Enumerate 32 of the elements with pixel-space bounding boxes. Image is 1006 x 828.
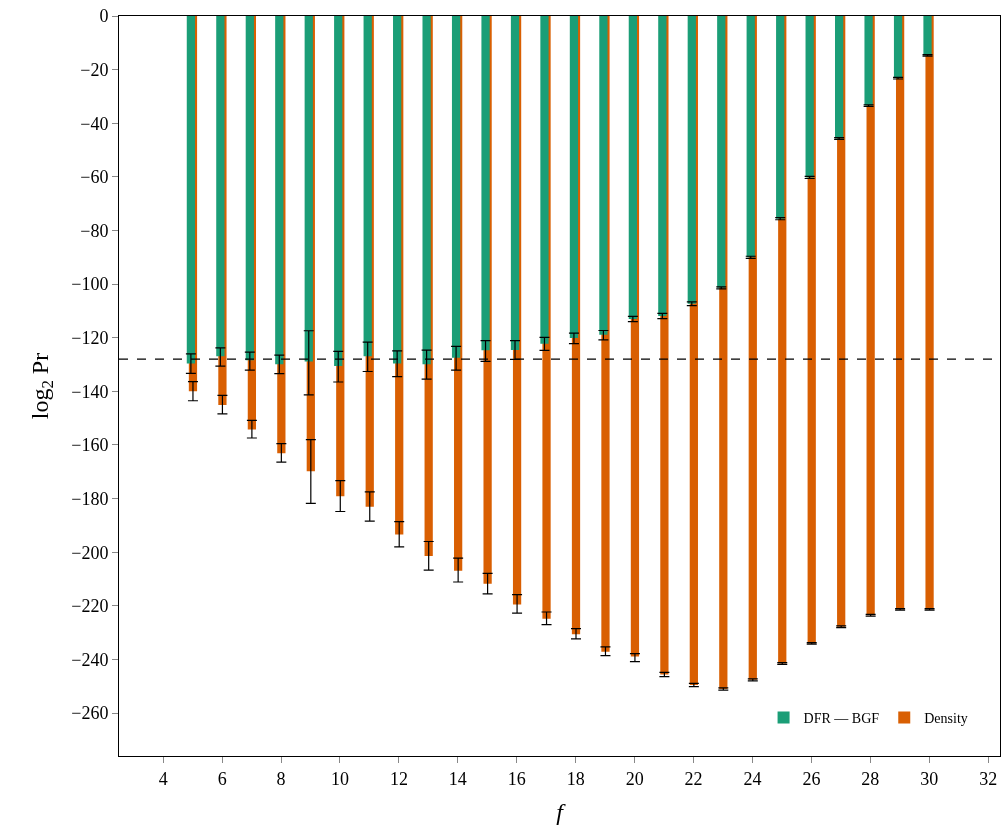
- y-tick-label: −20: [80, 59, 109, 80]
- legend-label: DFR — BGF: [803, 710, 880, 726]
- y-tick-label: −200: [71, 542, 109, 563]
- x-tick-label: 14: [448, 768, 467, 789]
- y-tick-label: −60: [80, 167, 109, 188]
- x-tick-label: 8: [276, 768, 286, 789]
- y-tick-label: −240: [71, 649, 109, 670]
- y-tick-label: −180: [71, 488, 109, 509]
- x-tick-label: 20: [625, 768, 644, 789]
- x-tick-label: 32: [979, 768, 998, 789]
- legend-label: Density: [924, 710, 968, 726]
- x-tick-label: 12: [389, 768, 408, 789]
- x-tick-label: 28: [861, 768, 880, 789]
- y-tick-label: −100: [71, 274, 109, 295]
- x-tick-label: 22: [684, 768, 703, 789]
- x-tick-label: 16: [507, 768, 526, 789]
- x-tick-label: 24: [743, 768, 762, 789]
- x-tick-label: 26: [802, 768, 821, 789]
- x-tick-label: 30: [920, 768, 939, 789]
- y-tick-label: 0: [99, 6, 109, 27]
- y-tick-label: −80: [80, 220, 109, 241]
- x-tick-label: 4: [158, 768, 168, 789]
- y-tick-label: −140: [71, 381, 109, 402]
- y-tick-label: −220: [71, 596, 109, 617]
- y-tick-label: −160: [71, 435, 109, 456]
- x-axis-title: f: [556, 798, 567, 825]
- x-tick-label: 6: [217, 768, 227, 789]
- x-tick-label: 18: [566, 768, 585, 789]
- y-tick-label: −120: [71, 328, 109, 349]
- x-tick-label: 10: [330, 768, 349, 789]
- y-tick-label: −40: [80, 113, 109, 134]
- y-tick-label: −260: [71, 703, 109, 724]
